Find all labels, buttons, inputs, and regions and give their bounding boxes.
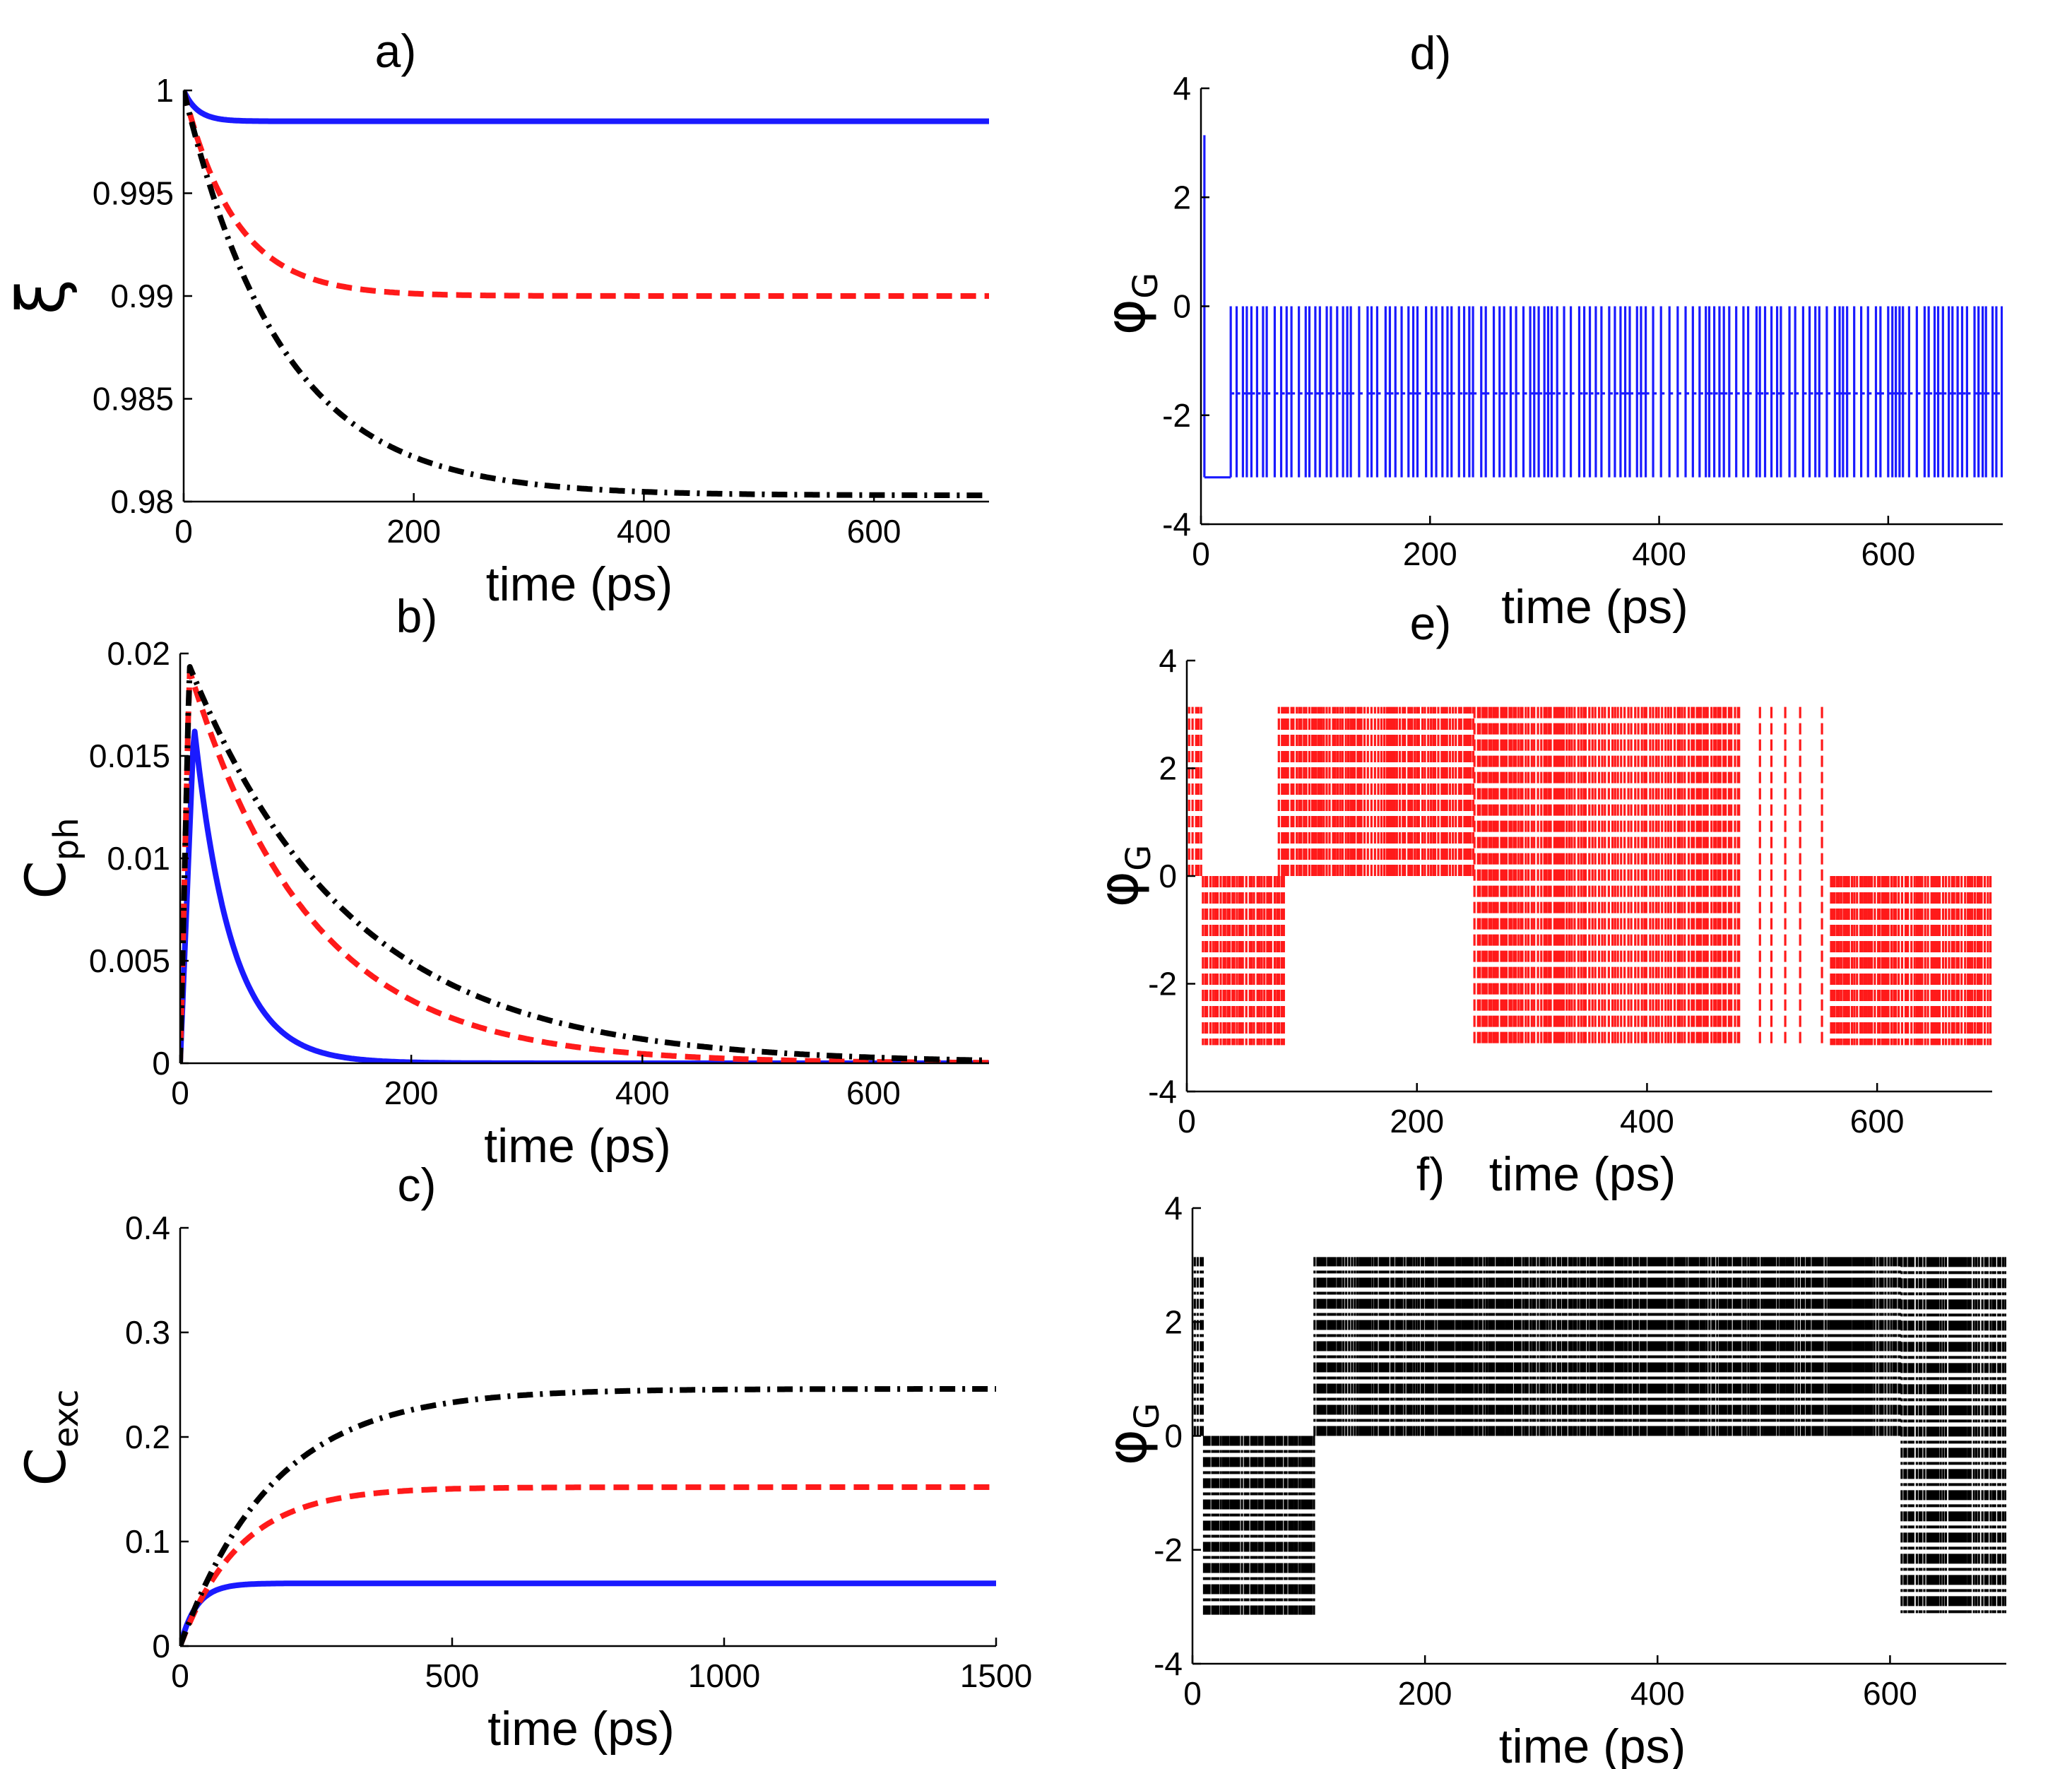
- y-axis-label: Cph: [15, 817, 86, 899]
- x-tick-label: 400: [617, 513, 671, 550]
- y-tick-label: -4: [1148, 1073, 1177, 1110]
- y-tick-label: 0.015: [89, 738, 170, 774]
- y-tick-label: 0: [152, 1628, 170, 1664]
- y-tick-label: 0: [1164, 1418, 1183, 1455]
- x-tick-label: 200: [384, 1075, 439, 1111]
- panel-label: b): [396, 590, 438, 642]
- plot-area: [1203, 135, 2003, 479]
- y-tick-label: -2: [1154, 1532, 1183, 1568]
- series-dashdot-black: [184, 90, 989, 499]
- y-tick-label: 0.1: [125, 1523, 170, 1560]
- series-solid-blue: [180, 728, 989, 1063]
- x-axis-label: time (ps): [1489, 1147, 1676, 1201]
- x-tick-label: 600: [1861, 536, 1915, 572]
- y-tick-label: 4: [1159, 642, 1177, 679]
- panel-label: a): [375, 25, 417, 77]
- x-tick-label: 0: [171, 1075, 189, 1111]
- x-tick-label: 600: [846, 1075, 901, 1111]
- series-dashdot-black: [180, 1386, 996, 1646]
- x-tick-label: 400: [1630, 1675, 1685, 1712]
- y-tick-label: 4: [1173, 70, 1191, 107]
- x-tick-label: 0: [1178, 1103, 1196, 1140]
- y-axis-label: φG: [1096, 1403, 1167, 1466]
- panel-label: e): [1410, 597, 1452, 649]
- series-phase-black: [1193, 1257, 2006, 1615]
- y-tick-label: 0.02: [107, 635, 170, 672]
- x-tick-label: 600: [1850, 1103, 1905, 1140]
- x-tick-label: 400: [615, 1075, 670, 1111]
- series-dashed-red: [184, 90, 989, 299]
- x-axis-label: time (ps): [1501, 580, 1688, 634]
- y-tick-label: 0: [152, 1045, 170, 1082]
- x-tick-label: 200: [1403, 536, 1457, 572]
- series-phase-red: [1188, 706, 1992, 1046]
- panel-a: 0 200 400 600 0.98 0.985 0.99 0.995 1 time (ps) a)…: [4, 25, 989, 611]
- x-axis-label: time (ps): [487, 1702, 674, 1756]
- x-tick-label: 600: [1863, 1675, 1917, 1712]
- x-tick-label: 0: [1192, 536, 1210, 572]
- panel-d: 0 200 400 600 -4 -2 0 2 4 time (ps) d) φG: [1094, 27, 2003, 634]
- panel-e: 0 200 400 600 -4 -2 0 2 4 time (ps) e) φG: [1087, 597, 1992, 1201]
- y-tick-label: 0.995: [93, 175, 174, 212]
- y-tick-label: 0: [1173, 288, 1191, 325]
- x-tick-label: 0: [174, 513, 193, 550]
- panel-label: d): [1410, 27, 1452, 79]
- panel-label: c): [398, 1159, 437, 1211]
- y-axis-label: φG: [1087, 845, 1159, 908]
- x-tick-label: 0: [1183, 1675, 1202, 1712]
- series-dashed-red: [180, 1484, 996, 1646]
- y-tick-label: 0.985: [93, 381, 174, 418]
- x-tick-label: 200: [386, 513, 441, 550]
- y-tick-label: -2: [1148, 966, 1177, 1002]
- y-tick-label: 0: [1159, 858, 1177, 894]
- plot-area: [180, 1386, 996, 1646]
- y-tick-label: 2: [1164, 1303, 1183, 1340]
- y-tick-label: -4: [1154, 1645, 1183, 1682]
- series-dashed-red: [180, 668, 989, 1063]
- series-solid-blue: [184, 90, 989, 124]
- plot-area: [184, 90, 989, 499]
- y-tick-label: 2: [1173, 179, 1191, 215]
- y-tick-label: 1: [155, 72, 174, 109]
- panel-f: 0 200 400 600 -4 -2 0 2 4 time (ps) f) φG: [1096, 1148, 2006, 1769]
- panel-c: 0 500 1000 1500 0 0.1 0.2 0.3 0.4 time (ps) c) Cexc: [15, 1159, 1032, 1756]
- series-solid-blue: [180, 1580, 996, 1646]
- y-tick-label: -2: [1162, 397, 1191, 434]
- x-tick-label: 400: [1620, 1103, 1674, 1140]
- y-tick-label: 0.005: [89, 942, 170, 979]
- y-tick-label: 4: [1164, 1190, 1183, 1226]
- x-tick-label: 400: [1632, 536, 1686, 572]
- x-tick-label: 1000: [688, 1657, 760, 1694]
- y-axis-label: ξ: [4, 278, 79, 314]
- y-tick-label: 0.2: [125, 1419, 170, 1455]
- y-axis-label: Cexc: [15, 1389, 86, 1486]
- x-tick-label: 1500: [960, 1657, 1032, 1694]
- plot-area: [1188, 706, 1992, 1046]
- series-phase-blue: [1203, 135, 2003, 479]
- plot-area: [1193, 1257, 2006, 1615]
- series-dashdot-black: [180, 664, 989, 1063]
- y-tick-label: 0.3: [125, 1314, 170, 1351]
- x-tick-label: 200: [1390, 1103, 1444, 1140]
- y-tick-label: 0.4: [125, 1209, 170, 1246]
- panel-label: f): [1416, 1148, 1445, 1200]
- x-tick-label: 200: [1398, 1675, 1452, 1712]
- y-tick-label: 0.01: [107, 840, 170, 877]
- y-axis-label: φG: [1094, 273, 1166, 336]
- x-tick-label: 500: [425, 1657, 480, 1694]
- x-tick-label: 600: [847, 513, 901, 550]
- x-axis-label: time (ps): [486, 557, 673, 611]
- y-tick-label: 2: [1159, 750, 1177, 787]
- x-axis-label: time (ps): [1499, 1720, 1686, 1769]
- y-tick-label: 0.99: [110, 278, 174, 314]
- plot-area: [180, 664, 989, 1063]
- y-tick-label: 0.98: [110, 483, 174, 520]
- y-tick-label: -4: [1162, 506, 1191, 543]
- panel-b: 0 200 400 600 0 0.005 0.01 0.015 0.02 time (ps) b)…: [15, 590, 989, 1173]
- x-axis-label: time (ps): [484, 1119, 670, 1173]
- x-tick-label: 0: [171, 1657, 189, 1694]
